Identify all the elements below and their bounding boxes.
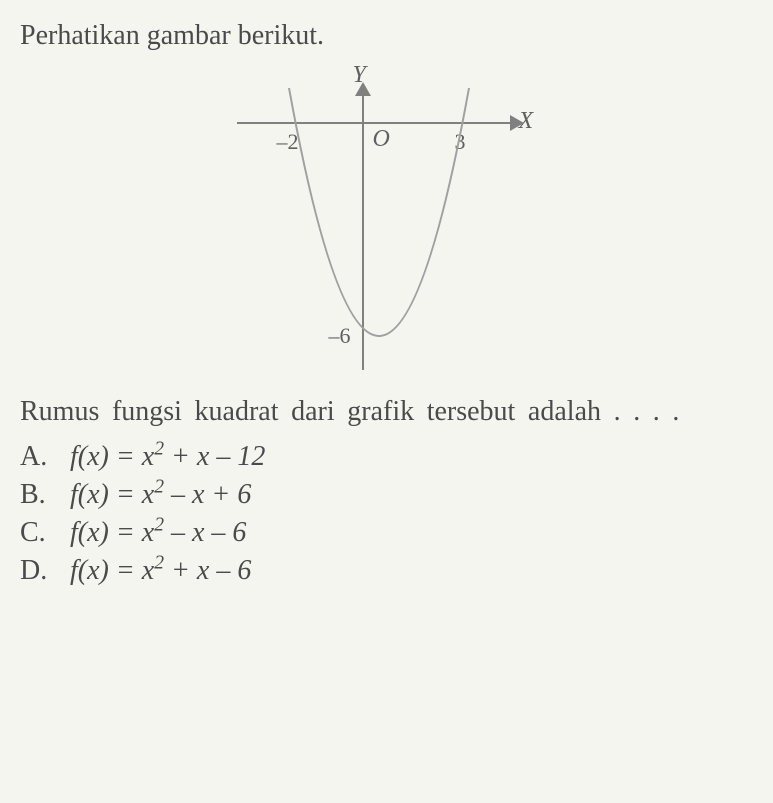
option-b: B. f(x) = x2 – x + 6 xyxy=(20,479,753,511)
option-letter: B. xyxy=(20,479,70,511)
option-letter: C. xyxy=(20,517,70,549)
page-title: Perhatikan gambar berikut. xyxy=(20,20,753,52)
option-formula: f(x) = x2 + x – 6 xyxy=(70,555,251,587)
option-formula: f(x) = x2 – x + 6 xyxy=(70,479,251,511)
option-letter: A. xyxy=(20,441,70,473)
option-letter: D. xyxy=(20,555,70,587)
options-list: A. f(x) = x2 + x – 12 B. f(x) = x2 – x +… xyxy=(20,441,753,587)
expr: x2 + x – 6 xyxy=(142,555,252,586)
expr: x2 – x + 6 xyxy=(142,479,252,510)
expr: x2 + x – 12 xyxy=(142,441,266,472)
option-a: A. f(x) = x2 + x – 12 xyxy=(20,441,753,473)
parabola-path xyxy=(289,88,469,336)
option-formula: f(x) = x2 – x – 6 xyxy=(70,517,246,549)
option-c: C. f(x) = x2 – x – 6 xyxy=(20,517,753,549)
question-text: Rumus fungsi kuadrat dari grafik tersebu… xyxy=(20,392,753,431)
option-formula: f(x) = x2 + x – 12 xyxy=(70,441,265,473)
option-d: D. f(x) = x2 + x – 6 xyxy=(20,555,753,587)
parabola-chart: Y X –2 O 3 –6 xyxy=(217,62,557,372)
chart-container: Y X –2 O 3 –6 xyxy=(20,62,753,372)
parabola-curve xyxy=(217,62,557,382)
expr: x2 – x – 6 xyxy=(142,517,247,548)
